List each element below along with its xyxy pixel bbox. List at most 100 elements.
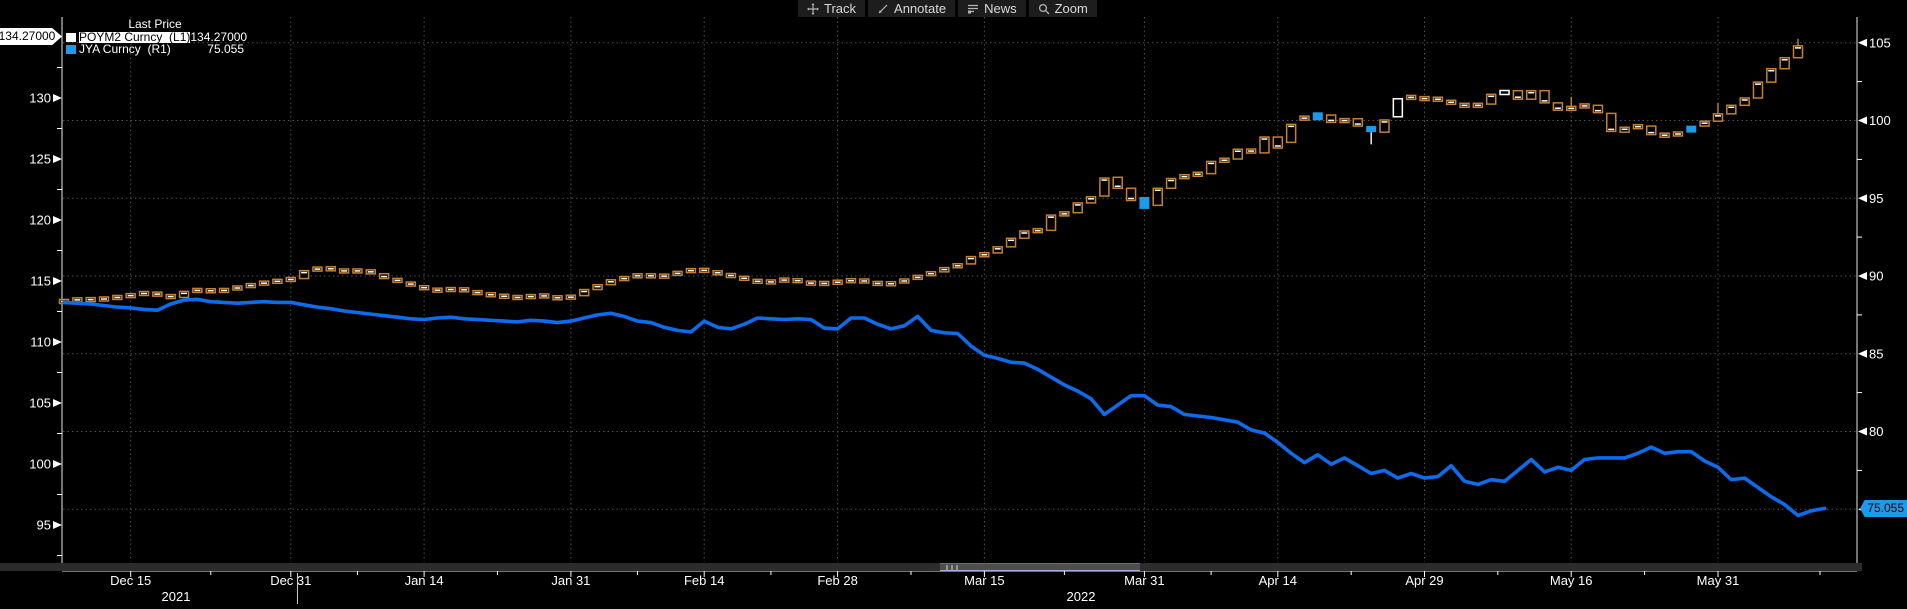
legend-row-poym2[interactable]: POYM2 Curncy (L1) 134.27000: [66, 30, 248, 44]
left-tick-arrow: [53, 277, 62, 285]
x-axis-label: May 16: [1550, 573, 1593, 588]
candle: [1312, 112, 1323, 121]
track-button[interactable]: Track: [798, 0, 866, 17]
candle: [1019, 230, 1030, 240]
zoom-label: Zoom: [1054, 1, 1088, 16]
candle: [965, 255, 977, 265]
candle: [1005, 237, 1017, 248]
right-tick-arrow: [1858, 427, 1867, 436]
zoom-icon: [1038, 3, 1050, 15]
candle: [298, 269, 310, 280]
candle: [1379, 119, 1390, 133]
jya-line-series: [62, 297, 1827, 518]
candle: [1499, 89, 1510, 96]
x-axis-label: Jan 31: [551, 573, 590, 588]
x-axis-label: May 31: [1697, 573, 1740, 588]
candle: [1766, 67, 1777, 83]
right-tick-arrow: [1858, 349, 1867, 358]
x-axis-label: Dec 15: [110, 573, 151, 588]
candle: [1712, 113, 1724, 122]
right-axis-label: 80: [1869, 424, 1883, 439]
candle: [1285, 123, 1297, 144]
scrollbar-grip-icon: [946, 565, 960, 570]
candle: [1792, 45, 1804, 59]
candle: [1085, 196, 1097, 204]
x-axis-label: Mar 15: [964, 573, 1004, 588]
candle: [1525, 89, 1537, 100]
x-axis-label: Apr 29: [1405, 573, 1443, 588]
left-tick-arrow: [53, 399, 62, 407]
left-tick-arrow: [53, 338, 62, 346]
year-label: 2021: [162, 589, 191, 604]
poym2-label: POYM2 Curncy (L1): [79, 30, 191, 44]
right-tick-arrow: [1858, 116, 1867, 125]
annotate-icon: [877, 3, 889, 15]
right-tick-arrow: [1858, 38, 1867, 47]
left-axis-label: 105: [29, 396, 51, 411]
candle: [578, 288, 590, 297]
left-axis-label: 120: [29, 213, 51, 228]
x-axis-label: Mar 31: [1124, 573, 1164, 588]
poym2-last-price: 134.27000: [190, 30, 248, 44]
jya-last-price: 75.055: [207, 42, 244, 56]
candle: [1512, 89, 1524, 100]
left-axis-label: 100: [29, 457, 51, 472]
x-axis-label: Jan 14: [405, 573, 444, 588]
candle: [1112, 176, 1123, 190]
right-axis-label: 95: [1869, 191, 1883, 206]
x-axis-label: Feb 14: [684, 573, 724, 588]
right-axis-label: 85: [1869, 346, 1883, 361]
news-label: News: [984, 1, 1017, 16]
left-axis-label: 95: [37, 518, 51, 533]
candle: [1205, 160, 1217, 175]
candle: [1232, 148, 1244, 160]
left-axis-label: 130: [29, 91, 51, 106]
scrollbar-thumb[interactable]: [940, 563, 1140, 571]
left-tick-arrow: [53, 155, 62, 163]
left-tick-arrow: [53, 216, 62, 224]
candle: [1392, 98, 1404, 118]
candle: [1686, 125, 1697, 133]
jya-label: JYA Curncy (R1): [79, 42, 171, 56]
candle: [1539, 89, 1550, 104]
candle: [1045, 214, 1057, 232]
candle: [1325, 114, 1337, 124]
candle: [992, 246, 1003, 254]
left-tick-arrow: [53, 521, 62, 529]
candle: [1485, 93, 1497, 105]
annotate-label: Annotate: [894, 1, 947, 16]
candle: [1779, 56, 1790, 70]
candle: [1592, 104, 1604, 114]
candle: [1165, 177, 1177, 190]
x-axis-label: Apr 14: [1259, 573, 1297, 588]
news-icon: [967, 3, 979, 15]
candle: [1259, 136, 1270, 154]
zoom-button[interactable]: Zoom: [1028, 0, 1097, 17]
annotate-button[interactable]: Annotate: [868, 0, 956, 17]
x-axis-label: Feb 28: [817, 573, 857, 588]
candle: [1646, 125, 1657, 136]
candle: [1072, 202, 1083, 214]
scrollbar-track[interactable]: [0, 563, 1862, 571]
right-axis-last-price-badge: 75.055: [1860, 500, 1907, 517]
candle: [1752, 81, 1764, 99]
chart-toolbar: Track Annotate News Zoom: [798, 0, 1097, 17]
legend-row-jya[interactable]: JYA Curncy (R1) 75.055: [66, 42, 244, 56]
legend: Last Price POYM2 Curncy (L1) 134.27000 J…: [66, 18, 248, 56]
news-button[interactable]: News: [958, 0, 1026, 17]
track-label: Track: [824, 1, 857, 16]
left-axis-label: 125: [29, 152, 51, 167]
right-axis-label: 105: [1869, 35, 1891, 50]
x-axis-label: Dec 31: [270, 573, 311, 588]
candle: [1352, 117, 1364, 127]
candle: [1552, 102, 1564, 111]
left-axis-label: 110: [30, 335, 51, 350]
candle: [1125, 187, 1137, 202]
right-tick-arrow: [1858, 272, 1867, 280]
candle: [178, 290, 190, 299]
candle: [1366, 126, 1377, 133]
track-icon: [807, 2, 819, 15]
right-tick-arrow: [1858, 194, 1867, 203]
left-tick-arrow: [53, 94, 62, 102]
